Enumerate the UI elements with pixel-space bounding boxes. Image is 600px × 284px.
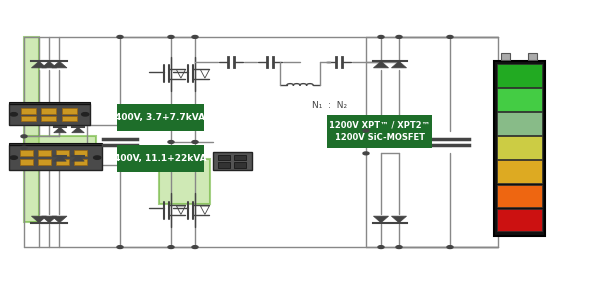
Circle shape [192, 246, 198, 248]
Bar [327, 115, 432, 148]
Bar [213, 152, 252, 170]
Bar [497, 88, 542, 111]
Text: N₁  :  N₂: N₁ : N₂ [312, 101, 347, 110]
Bar [41, 116, 56, 121]
Circle shape [21, 146, 27, 149]
Circle shape [396, 246, 402, 248]
Bar [62, 116, 77, 121]
Bar [38, 159, 51, 165]
Polygon shape [72, 156, 85, 161]
Bar [9, 102, 90, 104]
Polygon shape [391, 216, 407, 223]
Circle shape [82, 112, 89, 116]
Bar [74, 150, 87, 156]
Bar [117, 104, 204, 131]
Polygon shape [54, 127, 66, 133]
Polygon shape [72, 127, 85, 133]
Circle shape [168, 246, 174, 248]
Circle shape [168, 141, 174, 143]
Text: 400V, 3.7+7.7kVA: 400V, 3.7+7.7kVA [115, 113, 206, 122]
Bar [20, 150, 33, 156]
Circle shape [363, 129, 369, 132]
Polygon shape [52, 216, 67, 223]
Polygon shape [373, 61, 389, 68]
Circle shape [378, 36, 384, 38]
Bar [493, 61, 545, 236]
Circle shape [363, 152, 369, 155]
Bar [497, 112, 542, 135]
Bar [56, 150, 69, 156]
Bar [20, 159, 33, 165]
Circle shape [94, 156, 101, 159]
Bar [41, 108, 56, 114]
Polygon shape [52, 61, 67, 68]
Bar [9, 143, 102, 145]
Bar [74, 159, 87, 165]
Circle shape [192, 36, 198, 38]
Text: 1200V XPT™ / XPT2™
1200V SiC-MOSFET: 1200V XPT™ / XPT2™ 1200V SiC-MOSFET [329, 121, 430, 142]
Bar [502, 53, 510, 60]
Bar [56, 159, 69, 165]
Circle shape [21, 135, 27, 138]
Bar [159, 159, 210, 204]
Circle shape [10, 112, 17, 116]
Bar [9, 104, 90, 125]
Bar [497, 64, 542, 87]
Bar [497, 136, 542, 159]
Bar [9, 145, 102, 170]
Bar [528, 53, 536, 60]
Polygon shape [54, 156, 66, 161]
Text: 400V, 11.1+22kVA: 400V, 11.1+22kVA [114, 154, 207, 163]
Circle shape [447, 36, 453, 38]
Circle shape [378, 246, 384, 248]
Polygon shape [31, 61, 47, 68]
Bar [234, 155, 246, 160]
Polygon shape [41, 216, 57, 223]
Polygon shape [391, 61, 407, 68]
Bar [38, 150, 51, 156]
Circle shape [447, 246, 453, 248]
Bar [21, 116, 36, 121]
Circle shape [117, 36, 123, 38]
Polygon shape [373, 216, 389, 223]
Circle shape [396, 36, 402, 38]
Circle shape [10, 156, 17, 159]
Polygon shape [31, 216, 47, 223]
Bar [497, 209, 542, 231]
Bar [24, 37, 39, 222]
Polygon shape [41, 61, 57, 68]
Bar [234, 162, 246, 168]
Bar [21, 108, 36, 114]
Circle shape [117, 246, 123, 248]
Bar [117, 145, 204, 172]
Bar [218, 162, 230, 168]
Bar [218, 155, 230, 160]
Circle shape [192, 141, 198, 143]
Bar [497, 185, 542, 207]
Bar [24, 136, 96, 165]
Circle shape [168, 36, 174, 38]
Bar [62, 108, 77, 114]
Bar [497, 160, 542, 183]
